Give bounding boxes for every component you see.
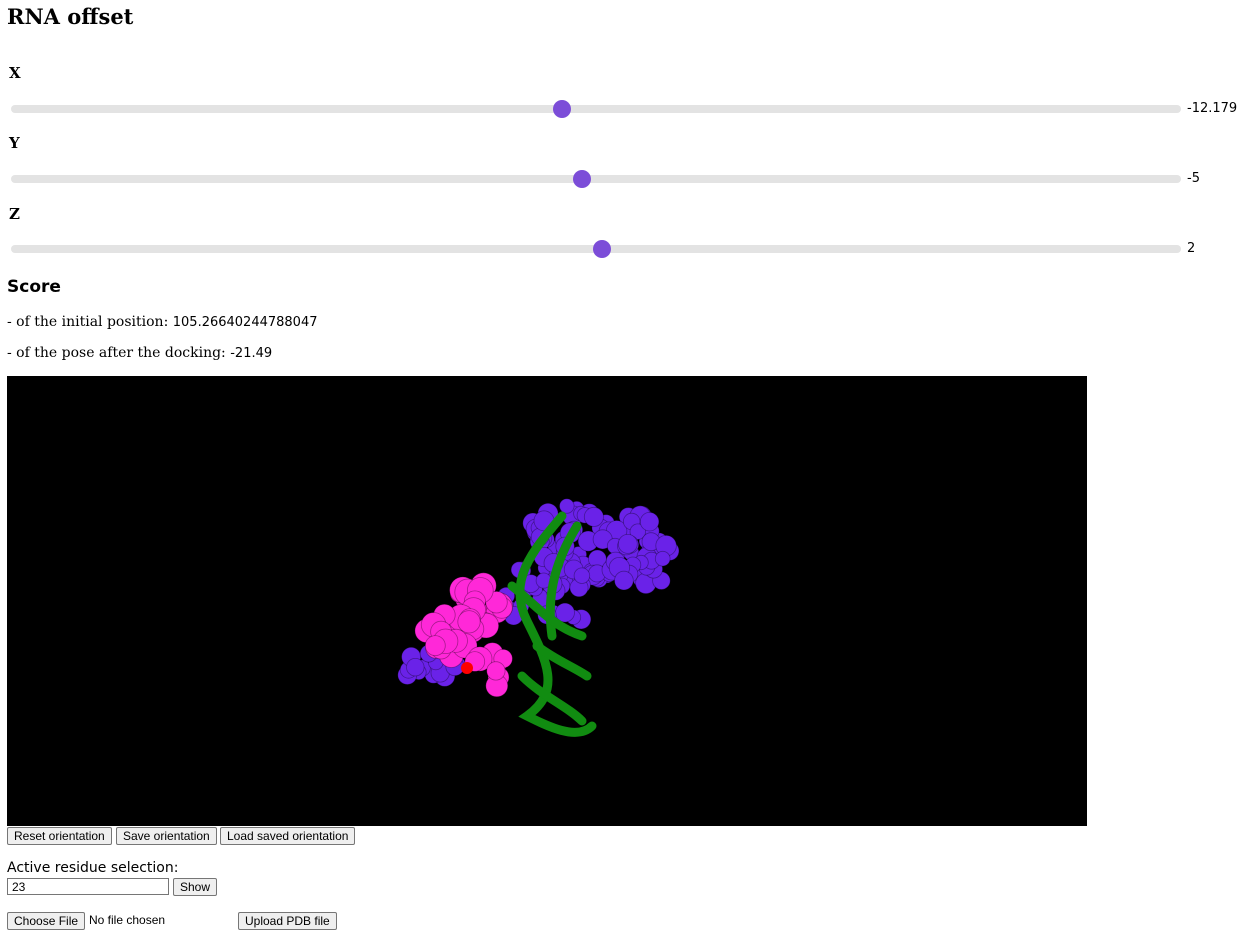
show-button[interactable]: Show <box>173 878 218 896</box>
x-slider[interactable] <box>11 105 1181 113</box>
ribbon-strand <box>532 641 592 681</box>
protein-sphere <box>617 533 638 554</box>
protein-ribbon <box>507 511 597 737</box>
ribbon-strand <box>515 511 597 737</box>
protein-sphere <box>614 570 634 591</box>
rna-sphere <box>424 635 446 657</box>
docked-score-line: - of the pose after the docking: -21.49 <box>7 345 272 361</box>
rna-sphere <box>486 661 506 681</box>
molecule-viewer[interactable] <box>7 376 1087 826</box>
score-title: Score <box>7 277 61 297</box>
docked-score-value: -21.49 <box>230 346 273 361</box>
y-slider-thumb[interactable] <box>572 170 591 188</box>
ribbon-strand <box>545 521 582 641</box>
y-slider[interactable] <box>11 175 1181 183</box>
ribbon-strand <box>517 671 587 726</box>
initial-score-line: - of the initial position: 105.266402447… <box>7 314 318 330</box>
protein-sphere <box>406 658 425 677</box>
ribbon-strand <box>507 581 587 641</box>
save-orientation-button[interactable]: Save orientation <box>116 827 217 845</box>
page-title: RNA offset <box>7 4 134 29</box>
x-slider-thumb[interactable] <box>553 100 572 118</box>
protein-sphere <box>639 511 660 532</box>
protein-sphere <box>583 506 604 527</box>
protein-sphere <box>573 567 591 584</box>
y-label: Y <box>9 134 20 152</box>
z-value: 2 <box>1187 241 1196 256</box>
load-orientation-button[interactable]: Load saved orientation <box>220 827 356 845</box>
file-status: No file chosen <box>89 913 166 927</box>
z-slider-row: 2 <box>10 238 1240 260</box>
x-value: -12.179 <box>1187 101 1238 116</box>
protein-sphere <box>654 550 671 567</box>
active-residue-input[interactable] <box>7 878 169 895</box>
highlight-atom <box>461 662 473 674</box>
y-value: -5 <box>1187 171 1200 186</box>
z-label: Z <box>9 205 20 223</box>
y-slider-row: -5 <box>10 168 1240 190</box>
reset-orientation-button[interactable]: Reset orientation <box>7 827 112 845</box>
highlighted-residue <box>461 662 473 674</box>
upload-pdb-button[interactable]: Upload PDB file <box>238 912 337 930</box>
z-slider-thumb[interactable] <box>592 240 611 258</box>
rna-spheres <box>414 572 514 698</box>
rna-sphere <box>457 610 481 634</box>
molecule-render <box>397 498 680 737</box>
choose-file-button[interactable]: Choose File <box>7 912 86 930</box>
initial-score-value: 105.26640244788047 <box>172 315 318 330</box>
active-residue-label: Active residue selection: <box>7 860 179 876</box>
x-label: X <box>9 64 21 82</box>
protein-sphere <box>629 523 647 540</box>
initial-score-label: - of the initial position: <box>7 314 173 330</box>
protein-sphere <box>559 498 575 514</box>
x-slider-row: -12.179 <box>10 98 1240 120</box>
docked-score-label: - of the pose after the docking: <box>7 345 231 361</box>
